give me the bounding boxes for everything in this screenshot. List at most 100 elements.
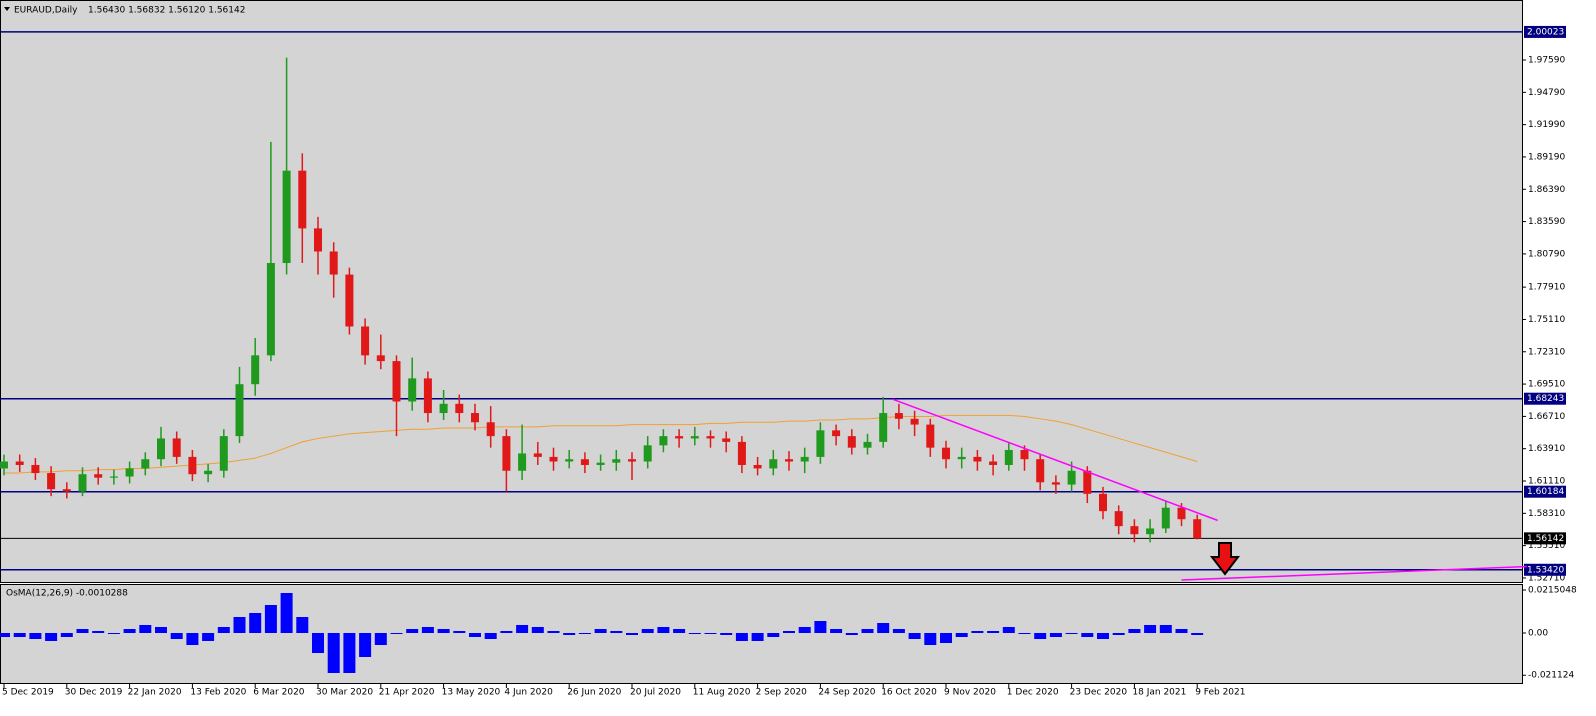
y-tick-label: 1.94790 <box>1528 88 1565 98</box>
y-tick-label: 1.86390 <box>1528 185 1565 195</box>
histogram-bar <box>280 593 293 633</box>
candle-body <box>282 170 291 264</box>
menu-arrow[interactable] <box>4 7 10 11</box>
histogram-bar <box>516 625 529 633</box>
histogram-bar <box>233 617 246 633</box>
candle-body <box>722 438 731 442</box>
trendline <box>892 398 1218 522</box>
indicator-title: OsMA(12,26,9) -0.0010288 <box>6 589 128 599</box>
y-tick-label: 1.66710 <box>1528 412 1565 422</box>
candle-body <box>785 459 793 462</box>
candle-body <box>1067 470 1076 485</box>
x-tick-label: 21 Apr 2020 <box>379 688 435 698</box>
candle-body <box>753 464 762 469</box>
candle-body <box>266 263 275 356</box>
level-label-box <box>1524 485 1566 498</box>
x-tick-label: 4 Jun 2020 <box>504 688 553 698</box>
level-label: 1.53420 <box>1527 565 1564 575</box>
candle-body <box>973 456 982 462</box>
ohlc: 1.56430 1.56832 1.56120 1.56142 <box>88 6 245 16</box>
candle-body <box>471 413 479 423</box>
sell-arrow <box>1209 542 1241 576</box>
histogram-bar <box>170 633 183 639</box>
histogram-bar <box>688 633 701 634</box>
y-tick-label: 1.61110 <box>1528 477 1565 487</box>
x-tick-label: 6 Mar 2020 <box>253 688 305 698</box>
candle-body <box>1177 507 1186 520</box>
candle-body <box>926 424 935 448</box>
candle-body <box>706 436 715 439</box>
candle-body <box>392 361 401 402</box>
candle-body <box>957 456 966 460</box>
plot: 1.97590 1.94790 1.91990 1.89190 1.86390 1.835… <box>0 25 1577 698</box>
x-tick-label: 16 Oct 2020 <box>881 688 937 698</box>
candle-body <box>125 468 134 477</box>
histogram-bar <box>374 633 387 645</box>
y-tick-label: 1.52710 <box>1528 573 1565 583</box>
histogram-bar <box>1081 633 1094 637</box>
candle-body <box>580 459 589 465</box>
candle-body <box>565 459 574 462</box>
histogram-bar <box>908 633 921 639</box>
histogram-bar <box>641 629 654 633</box>
candle-body <box>0 461 8 469</box>
histogram-bar <box>186 633 199 645</box>
histogram-bar <box>767 633 780 637</box>
histogram-bar <box>92 631 105 633</box>
y-tick-label: 1.55510 <box>1528 541 1565 551</box>
level-label-box <box>1524 25 1566 38</box>
histogram-bar <box>830 629 843 633</box>
histogram-bar <box>359 633 372 657</box>
histogram-bar <box>1112 633 1125 635</box>
x-tick-label: 22 Jan 2020 <box>128 688 182 698</box>
candle-body <box>157 438 165 460</box>
candle-body <box>1051 482 1060 485</box>
candle-body <box>1114 511 1123 527</box>
histogram-bar <box>814 621 827 633</box>
candle-body <box>816 430 825 457</box>
candle-body <box>314 228 322 252</box>
histogram-bar <box>704 633 717 634</box>
y-tick-label: 1.97590 <box>1528 56 1565 66</box>
y-tick-label: 1.89190 <box>1528 152 1565 162</box>
histogram-bar <box>500 631 513 633</box>
candle-body <box>251 355 260 385</box>
histogram-bar <box>1002 627 1015 633</box>
y-tick-label: 0.0215048 <box>1528 585 1577 595</box>
histogram-bar <box>45 633 58 641</box>
histogram-bar <box>940 633 952 643</box>
x-tick-label: 13 May 2020 <box>442 688 501 698</box>
candle-body <box>596 462 605 465</box>
histogram-bar <box>578 633 591 634</box>
histogram-bar <box>673 629 686 633</box>
y-tick-label: 1.63910 <box>1528 444 1565 454</box>
histogram-bar <box>76 629 89 633</box>
histogram-bar <box>1097 633 1109 639</box>
histogram-bar <box>217 627 230 633</box>
candle-body <box>737 441 746 465</box>
level-label: 1.60184 <box>1527 487 1564 497</box>
candle-body <box>1161 507 1170 529</box>
histogram-bar <box>735 633 748 641</box>
histogram-bar <box>1175 629 1188 633</box>
histogram-bar <box>924 633 937 645</box>
candle-body <box>910 418 919 425</box>
candle-body <box>141 459 150 469</box>
histogram-bar <box>798 627 811 633</box>
candle-body <box>863 441 872 448</box>
candle-body <box>549 456 558 462</box>
candle-body <box>188 456 197 475</box>
histogram-bar <box>594 629 607 633</box>
candle-body <box>298 170 307 229</box>
level-label-box <box>1524 392 1566 405</box>
histogram-bar <box>1144 625 1157 633</box>
candle-body <box>423 378 432 414</box>
x-tick-label: 2 Sep 2020 <box>756 688 808 698</box>
histogram-bar <box>845 633 858 635</box>
candle-body <box>408 378 417 402</box>
histogram-bar <box>877 623 890 633</box>
candle-body <box>172 438 181 457</box>
candle-body <box>1083 470 1092 494</box>
candle-body <box>769 459 778 469</box>
